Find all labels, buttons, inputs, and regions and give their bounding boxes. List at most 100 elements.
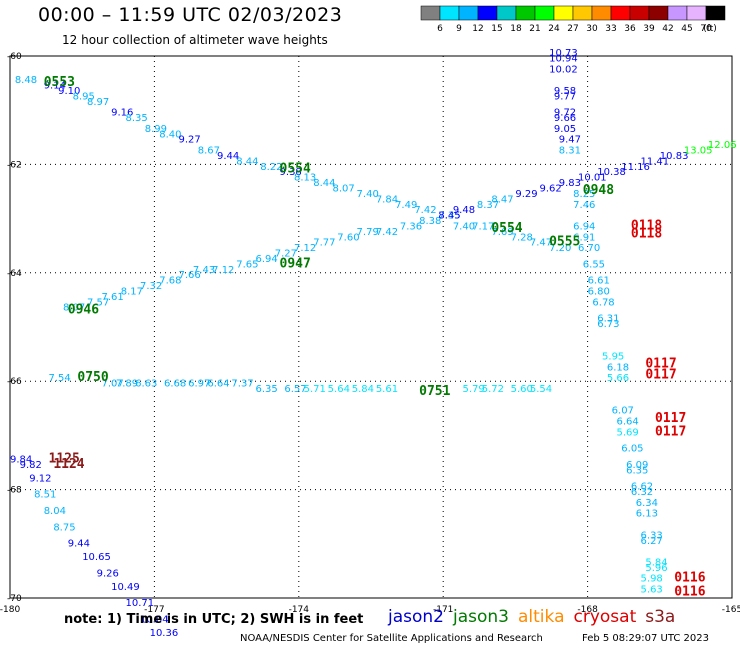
pass-time-label: 0948 [583,183,614,198]
legend-swatch [439,5,460,21]
swh-value-label: 6.97 [188,379,210,390]
swh-value-label: 9.47 [559,135,581,146]
swh-value-label: 11.41 [641,156,670,167]
legend-tick-label: 39 [643,24,655,34]
swh-value-label: 7.68 [159,276,181,287]
swh-value-label: 7.28 [511,232,533,243]
pass-time-label: 1124 [53,457,84,472]
swh-value-label: 8.22 [260,162,282,173]
swh-value-label: 7.32 [140,281,162,292]
swh-value-label: 5.84 [352,384,374,395]
swh-value-label: 8.45 [438,211,460,222]
timestamp-text: Feb 5 08:29:07 UTC 2023 [582,633,709,644]
s3a-swh-value-label: 8.04 [44,506,66,517]
swh-value-label: 6.27 [641,536,663,547]
swh-value-label: 8.67 [198,146,220,157]
swh-value-label: 8.07 [63,303,85,314]
pass-time-label: 0117 [645,367,676,382]
s3a-swh-value-label: 10.49 [111,582,140,593]
legend-tick-label: 24 [548,24,560,34]
pass-time-label: 0555 [549,235,580,250]
swh-value-label: 7.65 [236,259,258,270]
swh-value-label: 8.13 [294,173,316,184]
swh-value-label: 5.54 [530,384,552,395]
swh-value-label: 5.66 [607,373,629,384]
swh-value-label: 6.64 [616,417,638,428]
x-tick-label: -165 [722,605,740,615]
swh-value-label: 7.49 [395,200,417,211]
legend-tick-label: 70 [700,24,712,34]
legend-tick-label: 33 [605,24,616,34]
swh-value-label: 9.62 [539,184,561,195]
swh-value-label: 6.68 [164,379,186,390]
swh-value-label: 7.17 [472,221,494,232]
pass-time-label: 0751 [419,384,450,399]
swh-value-label: 7.46 [573,200,595,211]
swh-value-label: 6.13 [636,509,658,520]
swh-value-label: 6.33 [641,530,663,541]
swh-value-label: 11.16 [621,162,650,173]
legend-swatch [496,5,517,21]
swh-value-label: 9.14 [44,81,66,92]
swh-value-label: 5.72 [482,384,504,395]
s3a-swh-value-label: 9.26 [97,568,119,579]
swh-value-label: 5.84 [645,557,667,568]
swh-value-label: 8.44 [236,156,258,167]
swh-value-label: 9.38 [280,167,302,178]
swh-value-label: 6.78 [592,297,614,308]
swh-value-label: 8.25 [573,189,595,200]
swh-value-label: 9.66 [554,113,576,124]
legend-swatch [591,5,612,21]
s3a-swh-value-label: 9.44 [68,539,90,550]
chart-title: 00:00 – 11:59 UTC 02/03/2023 [38,4,343,26]
swh-value-label: 6.94 [255,254,277,265]
swh-value-label: 5.71 [304,384,326,395]
swh-value-label: 6.55 [583,259,605,270]
x-tick-label: -168 [577,605,598,615]
s3a-swh-value-label: 9.12 [29,473,51,484]
swh-value-label: 8.95 [73,91,95,102]
swh-value-label: 10.73 [549,48,578,59]
swh-value-label: 6.35 [255,384,277,395]
swh-value-label: 7.60 [337,232,359,243]
legend-tick-label: 45 [681,24,692,34]
legend-tick-label: 21 [529,24,540,34]
pass-time-label: 1125 [49,452,80,467]
swh-value-label: 7.66 [178,270,200,281]
swh-value-label: 6.07 [612,406,634,417]
swh-value-label: 7.42 [376,227,398,238]
y-tick-label: -68 [7,486,22,496]
swh-value-label: 6.05 [621,444,643,455]
swh-value-label: 10.83 [660,151,689,162]
swh-value-label: 6.18 [607,362,629,373]
legend-swatch [534,5,555,21]
swh-value-label: 7.61 [101,292,123,303]
swh-value-label: 9.44 [217,151,239,162]
swh-value-label: 6.80 [588,286,610,297]
swh-value-label: 5.64 [328,384,350,395]
pass-time-label: 0554 [491,221,522,236]
s3a-swh-value-label: 10.04 [140,614,169,625]
swh-value-label: 8.37 [477,200,499,211]
swh-value-label: 5.98 [641,574,663,585]
legend-tick-label: 30 [586,24,598,34]
swh-value-label: 7.43 [193,265,215,276]
swh-value-label: 9.27 [178,135,200,146]
s3a-swh-value-label: 9.84 [10,455,32,466]
satellite-legend-altika: altika [518,607,565,627]
swh-value-label: 6.94 [573,221,595,232]
swh-value-label: 6.35 [626,465,648,476]
pass-time-label: 0946 [68,302,99,317]
swh-value-label: 7.27 [275,249,297,260]
swh-value-label: 7.89 [116,379,138,390]
swh-value-label: 8.07 [332,184,354,195]
swh-value-label: 7.57 [87,297,109,308]
y-tick-label: -62 [7,160,22,170]
pass-time-label: 0554 [280,162,311,177]
legend-swatch [420,5,441,21]
swh-value-label: 7.12 [294,243,316,254]
swh-value-label: 5.95 [602,352,624,363]
legend-swatch [477,5,498,21]
swh-value-label: 6.73 [597,319,619,330]
legend-swatch [705,5,726,21]
